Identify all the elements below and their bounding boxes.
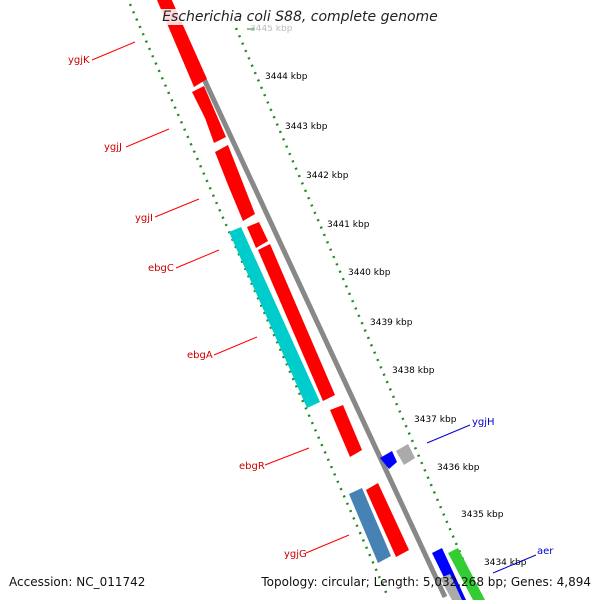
accession-text: Accession: NC_011742 bbox=[9, 575, 146, 589]
tick-label: 3443 kbp bbox=[285, 122, 328, 132]
tick-label: 3440 kbp bbox=[348, 268, 391, 278]
gene-ygjH-blue-feature[interactable] bbox=[380, 451, 397, 469]
gene-ygjG-feature[interactable] bbox=[349, 488, 391, 563]
gene-ebgA-feature[interactable] bbox=[258, 244, 335, 401]
gene-ygjI-feature[interactable] bbox=[215, 145, 255, 221]
tick-label: 3438 kbp bbox=[392, 366, 435, 376]
leader-line bbox=[305, 534, 350, 554]
backbone-line bbox=[164, 0, 448, 599]
leader-line bbox=[426, 424, 471, 444]
leader-line bbox=[175, 249, 220, 269]
tick-label: 3442 kbp bbox=[306, 171, 349, 181]
tick-label: 3441 kbp bbox=[327, 220, 370, 230]
gene-ebgC-red-feature[interactable] bbox=[247, 222, 268, 248]
genome-stats-text: Topology: circular; Length: 5,032,268 bp… bbox=[261, 575, 591, 589]
gene-label-ebgC[interactable]: ebgC bbox=[148, 263, 174, 274]
gene-labels: ygjK ygjJ ygjI ebgC ebgA ebgR ygjG ygjH … bbox=[68, 41, 554, 574]
outer-ruler-track bbox=[128, 3, 390, 598]
gene-label-ygjG[interactable]: ygjG bbox=[284, 549, 307, 560]
leader-line bbox=[91, 41, 136, 61]
gene-aer-green-feature[interactable] bbox=[448, 548, 485, 600]
ruler-ticks: 3445 kbp 3444 kbp 3443 kbp 3442 kbp 3441… bbox=[247, 24, 527, 568]
tick-label: 3445 kbp bbox=[250, 24, 293, 34]
leader-line bbox=[492, 554, 537, 574]
gene-label-ygjI[interactable]: ygjI bbox=[135, 213, 153, 224]
gene-label-ebgR[interactable]: ebgR bbox=[239, 461, 265, 472]
leader-line bbox=[154, 198, 200, 218]
gene-ebgR-feature[interactable] bbox=[330, 405, 362, 457]
map-title-text: Escherichia coli S88, complete genome bbox=[158, 9, 442, 25]
gene-aer-feature[interactable] bbox=[432, 548, 466, 600]
gene-label-ygjJ[interactable]: ygjJ bbox=[104, 142, 122, 153]
tick-label: 3437 kbp bbox=[414, 415, 457, 425]
leader-line bbox=[213, 336, 258, 356]
gene-ebgC-feature[interactable] bbox=[229, 227, 320, 408]
gene-ygjH-feature[interactable] bbox=[396, 444, 415, 465]
tick-label: 3434 kbp bbox=[484, 558, 527, 568]
tick-label: 3444 kbp bbox=[265, 72, 308, 82]
gene-features bbox=[157, 0, 485, 600]
gene-ygjG-red-feature[interactable] bbox=[366, 483, 409, 557]
gene-ygjJ-feature[interactable] bbox=[192, 86, 226, 143]
tick-label: 3435 kbp bbox=[461, 510, 504, 520]
gene-aer-grey-feature[interactable] bbox=[440, 574, 462, 600]
gene-label-ygjH[interactable]: ygjH bbox=[472, 417, 495, 428]
leader-line bbox=[125, 128, 170, 148]
map-title: Escherichia coli S88, complete genome bbox=[0, 9, 600, 25]
tick-label: 3436 kbp bbox=[437, 463, 480, 473]
gene-label-ygjK[interactable]: ygjK bbox=[68, 55, 90, 66]
leader-line bbox=[264, 447, 310, 466]
tick-label: 3439 kbp bbox=[370, 318, 413, 328]
gene-label-ebgA[interactable]: ebgA bbox=[187, 350, 213, 361]
gene-label-aer[interactable]: aer bbox=[537, 546, 554, 557]
